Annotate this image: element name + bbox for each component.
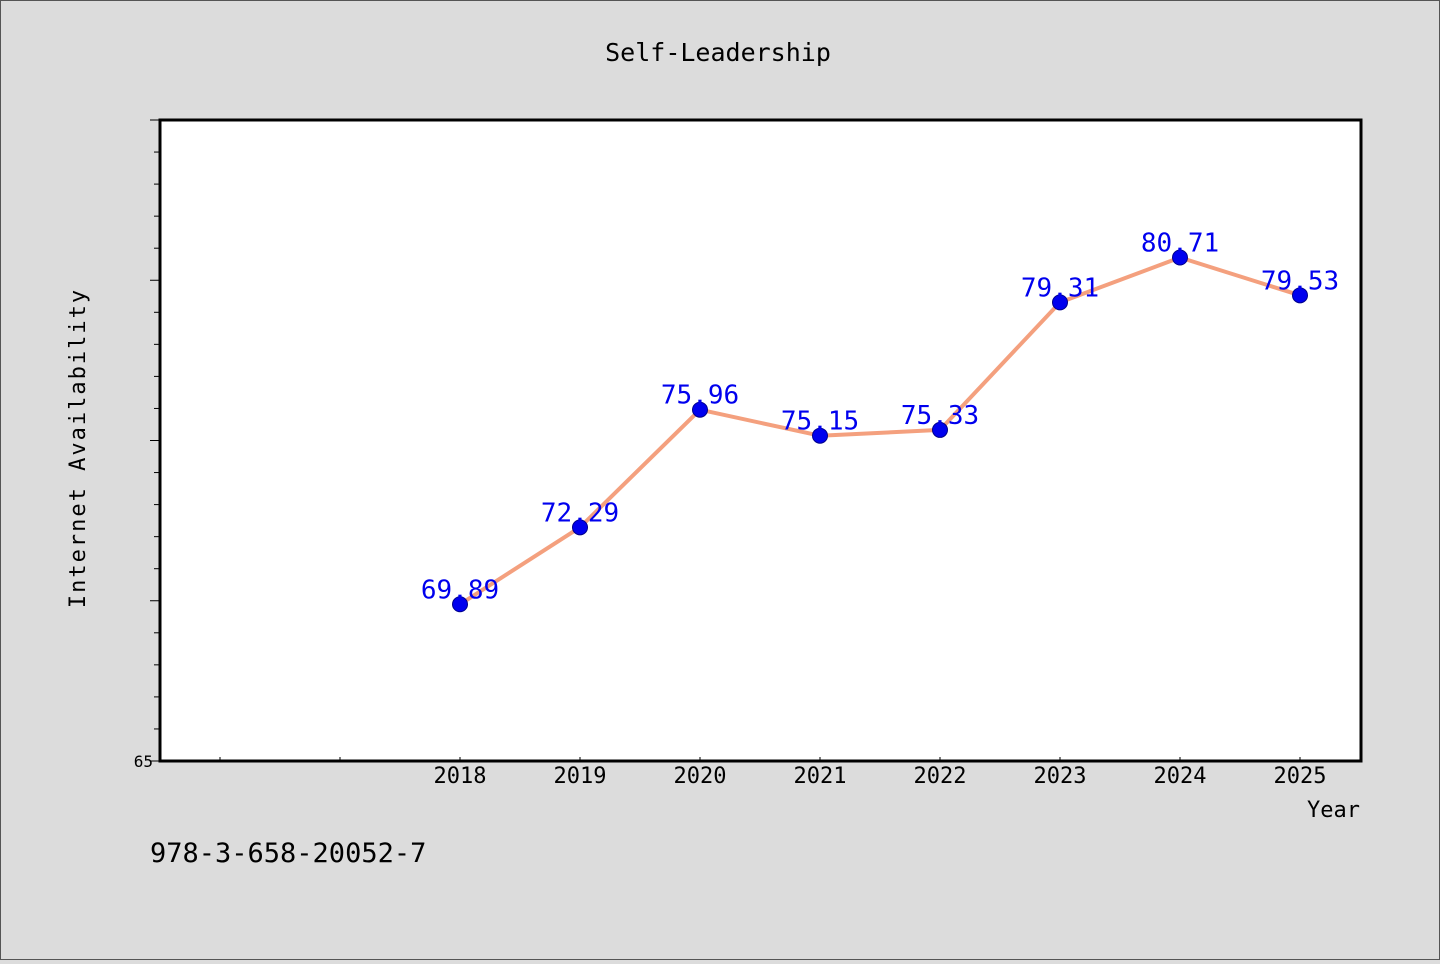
data-label: 72.29 [541, 498, 619, 528]
data-point [812, 427, 828, 444]
data-label: 75.96 [661, 381, 739, 411]
data-label: 79.53 [1261, 266, 1339, 296]
series-layer: 69.89 72.29 75.96 75.15 75.33 79.31 80.71 79.53 [421, 228, 1339, 613]
y-axis-ticks: 65 [134, 119, 160, 771]
x-tick-label: 2023 [1034, 764, 1087, 789]
series-line [458, 255, 1301, 606]
data-point [572, 519, 588, 536]
x-tick-label: 2024 [1154, 764, 1207, 789]
data-label: 79.31 [1021, 273, 1099, 303]
x-tick-label: 2019 [554, 764, 607, 789]
x-tick-label: 2020 [674, 764, 727, 789]
data-point [692, 401, 708, 418]
chart-title: Self-Leadership [605, 38, 831, 67]
x-tick-label: 2018 [434, 764, 487, 789]
data-label: 75.15 [781, 407, 859, 437]
isbn-text: 978-3-658-20052-7 [150, 838, 426, 869]
x-tick-label: 2022 [914, 764, 967, 789]
data-point [932, 421, 948, 438]
x-axis-label: Year [1307, 798, 1360, 823]
data-point [1052, 294, 1068, 311]
data-label: 80.71 [1141, 228, 1219, 258]
data-label: 75.33 [901, 401, 979, 431]
y-tick-label: 65 [134, 752, 153, 771]
plot-area [158, 118, 1363, 763]
x-tick-label: 2021 [794, 764, 847, 789]
x-axis-ticks: 2018 2019 2020 2021 2022 2023 2024 2025 [219, 757, 1327, 789]
data-label: 69.89 [421, 575, 499, 605]
y-axis-label: Internet Availability [66, 288, 91, 608]
data-point [452, 596, 468, 613]
data-point [1292, 287, 1308, 304]
data-point [1172, 249, 1188, 266]
x-tick-label: 2025 [1274, 764, 1327, 789]
